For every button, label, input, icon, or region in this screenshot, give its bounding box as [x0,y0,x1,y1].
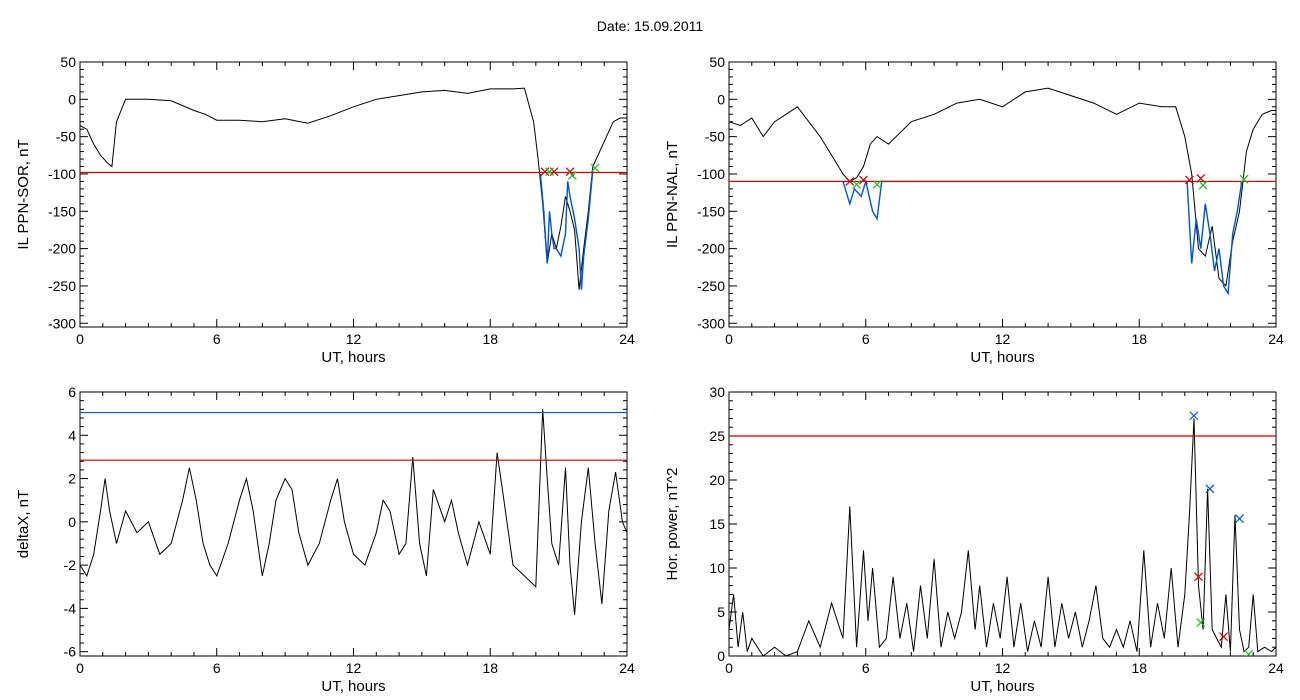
y-tick-label: 4 [68,427,76,443]
series-line-1 [539,170,594,290]
cross-marker [1239,174,1249,184]
y-tick-label: 20 [709,472,725,488]
cross-marker [1196,618,1206,627]
x-tick-label: 24 [619,660,635,676]
cross-marker [845,177,855,186]
y-tick-label: -150 [48,203,76,219]
y-tick-label: 50 [709,54,725,70]
y-axis-label: deltaX, nT [15,490,32,558]
y-tick-label: -100 [48,166,76,182]
cross-marker [852,179,862,189]
x-tick-label: 6 [213,331,221,347]
cross-marker [540,167,550,177]
x-tick-label: 18 [1131,660,1147,676]
y-tick-label: -50 [705,129,725,145]
y-tick-label: -4 [64,600,77,616]
cross-marker [567,171,577,180]
cross-marker [1244,649,1254,656]
x-axis-label: UT, hours [321,349,385,366]
x-tick-label: 12 [995,660,1011,676]
x-tick-label: 18 [482,660,498,676]
cross-marker [1235,514,1244,524]
x-tick-label: 24 [1268,660,1284,676]
y-axis-label: Hor. power, nT^2 [664,468,681,581]
cross-marker [1196,174,1206,183]
cross-marker [1194,572,1203,582]
x-tick-label: 6 [862,331,870,347]
x-axis-label: UT, hours [321,678,385,695]
x-tick-label: 12 [346,331,362,347]
x-tick-label: 6 [862,660,870,676]
x-tick-label: 18 [1131,331,1147,347]
cross-marker [545,167,554,177]
y-axis-label: IL PPN-SOR, nT [15,139,32,249]
plot-frame [79,61,628,328]
chart-panel-p2: 0 6 12 18 24 50 0 -50 -100 -150 -200 -250 -300 UT, ho… [664,54,1284,366]
x-tick-label: 24 [1268,331,1284,347]
x-axis-label: UT, hours [970,678,1034,695]
cross-marker [872,179,882,189]
series-line-0 [729,418,1276,656]
x-tick-label: 24 [619,331,635,347]
y-tick-label: 0 [717,648,725,664]
chart-panel-p4: 0 6 12 18 24 30 25 20 15 10 5 0 UT, hours Hor. power,… [664,384,1284,695]
y-tick-label: 10 [709,560,725,576]
y-tick-label: -150 [697,203,725,219]
y-tick-label: 0 [68,514,76,530]
y-tick-label: 15 [709,516,725,532]
cross-marker [1219,632,1229,642]
x-tick-label: 12 [995,331,1011,347]
y-tick-label: 5 [717,604,725,620]
plot-frame [79,391,628,657]
cross-marker [1184,175,1194,185]
y-tick-label: -200 [48,241,76,257]
y-tick-label: -300 [697,315,725,331]
x-tick-label: 12 [346,660,362,676]
y-tick-label: 6 [68,384,76,400]
y-tick-label: -200 [697,241,725,257]
cross-marker [549,167,559,177]
x-tick-label: 0 [76,331,84,347]
x-tick-label: 6 [213,660,221,676]
series-line-0 [80,87,627,290]
cross-marker [859,175,868,185]
x-tick-label: 0 [725,660,733,676]
y-tick-label: -250 [48,278,76,294]
cross-marker [590,163,600,173]
cross-marker [1198,180,1208,190]
y-tick-label: -2 [64,557,77,573]
y-tick-label: -50 [56,129,76,145]
y-tick-label: 0 [68,91,76,107]
y-tick-label: -100 [697,166,725,182]
y-axis-label: IL PPN-NAL, nT [664,141,681,248]
y-tick-label: 2 [68,471,76,487]
y-tick-label: -250 [697,278,725,294]
series-line-1 [842,178,1243,296]
series-line-0 [729,87,1276,287]
cross-marker [1189,411,1199,421]
x-tick-label: 18 [482,331,498,347]
chart-panel-p3: 0 6 12 18 24 6 4 2 0 -2 -4 -6 UT, hours deltaX, nT [15,384,635,695]
y-tick-label: 50 [60,54,76,70]
y-tick-label: -6 [64,644,77,660]
cross-marker [1205,484,1215,494]
x-axis-label: UT, hours [970,349,1034,366]
series-line-0 [80,409,627,615]
figure-title: Date: 15.09.2011 [596,18,704,34]
x-tick-label: 0 [725,331,733,347]
y-tick-label: 25 [709,428,725,444]
y-tick-label: 0 [717,91,725,107]
x-tick-label: 0 [76,660,84,676]
y-tick-label: -300 [48,315,76,331]
chart-panel-p1: 0 6 12 18 24 50 0 -50 -100 -150 -200 -250 -300 UT, ho… [15,54,635,366]
y-tick-label: 30 [709,384,725,400]
